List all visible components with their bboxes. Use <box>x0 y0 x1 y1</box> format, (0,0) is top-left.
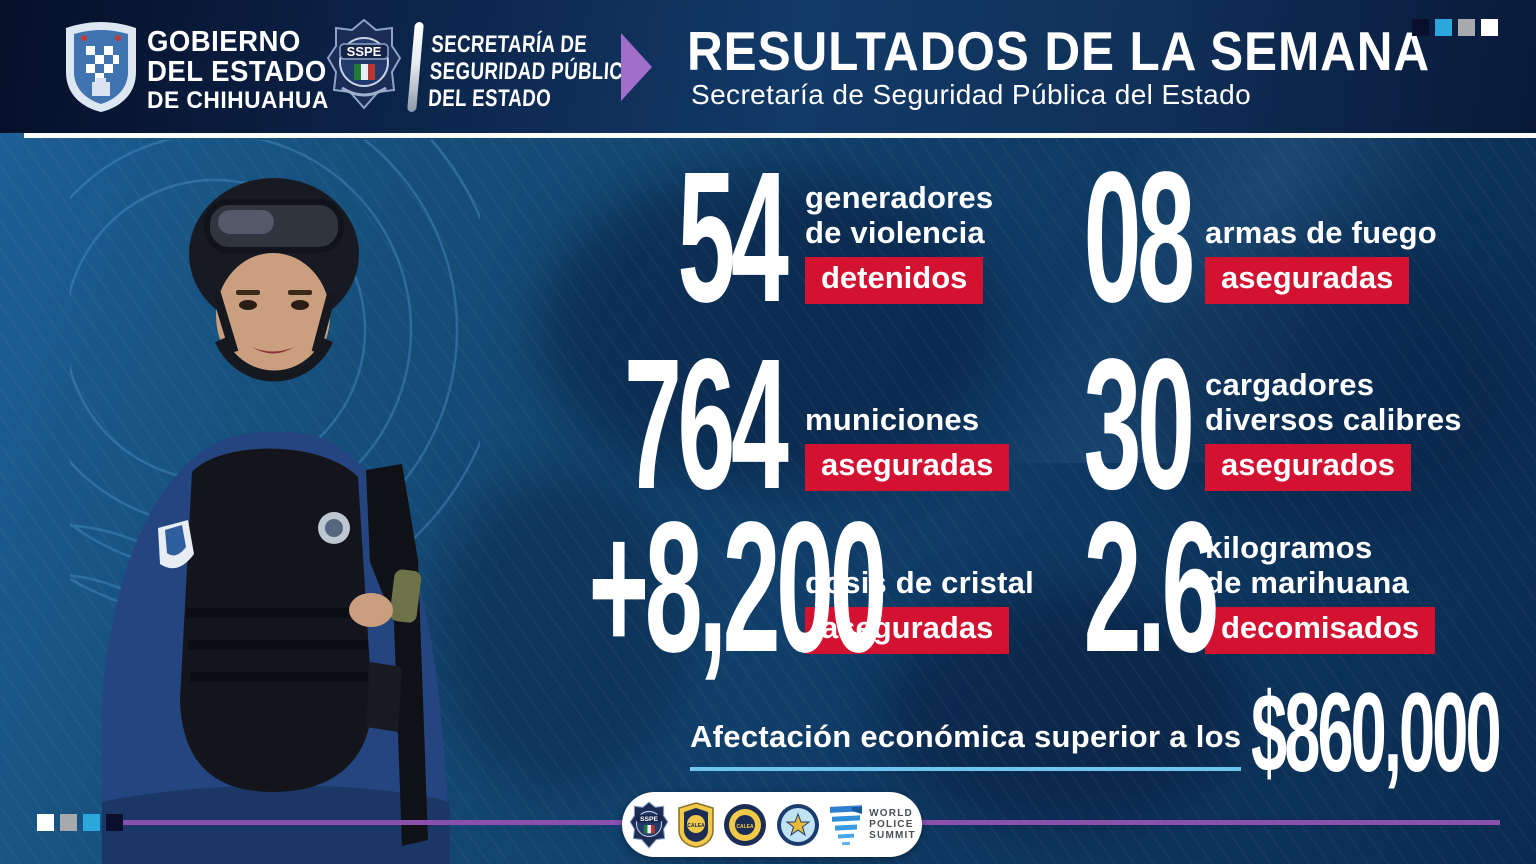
stat-badge: decomisados <box>1205 607 1436 655</box>
wps-line3: SUMMIT <box>869 830 916 841</box>
wps-shield-icon <box>830 804 863 845</box>
square-white <box>1481 19 1498 36</box>
stat-value: 54 <box>677 134 789 341</box>
world-police-summit-logo: WORLD POLICE SUMMIT <box>828 804 916 845</box>
gobierno-line3: DE CHIHUAHUA <box>147 87 329 114</box>
secretaria-line3: DEL ESTADO <box>427 85 552 112</box>
stat-label: kilogramos <box>1205 530 1373 566</box>
secretaria-line1: SECRETARÍA DE <box>430 31 588 58</box>
stat-label: municiones <box>805 402 980 438</box>
secretaria-wordmark: SECRETARÍA DE SEGURIDAD PÚBLICA DEL ESTA… <box>428 31 640 112</box>
stat-municiones: 764 municiones aseguradas <box>430 321 1010 528</box>
stat-label: de marihuana <box>1205 565 1409 601</box>
square-white <box>37 814 54 831</box>
face <box>216 253 330 379</box>
hand <box>349 593 393 627</box>
square-navy <box>106 814 123 831</box>
stat-label: de violencia <box>805 215 985 251</box>
stat-marihuana: 2.6 kilogramos de marihuana decomisados <box>1000 484 1436 691</box>
stat-label: cargadores <box>1205 367 1375 403</box>
accreditation-seal-icon <box>777 803 820 846</box>
stat-dosis: +8,200 dosis de cristal aseguradas <box>430 484 1034 691</box>
calea-text: CALEA <box>737 824 755 830</box>
gobierno-line2: DEL ESTADO <box>147 56 327 88</box>
chin-strap <box>215 337 333 382</box>
stat-value: 764 <box>624 321 789 528</box>
stat-armas: 08 armas de fuego aseguradas <box>1000 134 1437 341</box>
chihuahua-state-shield-icon <box>66 22 136 112</box>
sspe-badge-icon-small: SSPE <box>629 800 669 849</box>
stat-value: 30 <box>1083 321 1195 528</box>
wps-line1: WORLD <box>869 808 913 819</box>
background-photo-shadow <box>430 470 690 790</box>
background-photo-shadow <box>540 170 1000 490</box>
page-subtitle: Secretaría de Seguridad Pública del Esta… <box>691 79 1252 110</box>
stat-badge: asegurados <box>1205 444 1412 492</box>
stat-detenidos: 54 generadores de violencia detenidos <box>430 134 994 341</box>
stat-badge: aseguradas <box>805 444 1010 492</box>
calea-seal-icon: CALEA <box>724 803 767 846</box>
wps-line2: POLICE <box>869 819 914 830</box>
square-cyan <box>83 814 100 831</box>
economic-impact-amount: $860,000 <box>1251 670 1502 795</box>
stat-label: dosis de cristal <box>805 565 1034 601</box>
wps-wordmark: WORLD POLICE SUMMIT <box>869 808 916 841</box>
stat-badge: aseguradas <box>805 607 1010 655</box>
stat-badge: detenidos <box>805 257 984 305</box>
secretaria-line2: SEGURIDAD PÚBLICA <box>429 58 638 85</box>
officer-photo <box>70 140 480 864</box>
square-navy <box>1412 19 1429 36</box>
sspe-badge-text: SSPE <box>347 44 382 59</box>
stat-label: generadores <box>805 180 994 216</box>
stat-label: diversos calibres <box>1205 402 1462 438</box>
header-band <box>0 0 1536 133</box>
sspe-small-text: SSPE <box>640 815 659 822</box>
economic-impact-label: Afectación económica superior a los <box>690 719 1242 771</box>
header-separator-line <box>24 133 1536 138</box>
stat-value: +8,200 <box>588 484 887 691</box>
arrow-right-icon <box>621 33 652 101</box>
calea-shield-icon: CALEA <box>678 801 714 848</box>
stat-value: 08 <box>1083 134 1195 341</box>
calea-text: CALEA <box>688 823 706 829</box>
gobierno-wordmark: GOBIERNO DEL ESTADO DE CHIHUAHUA <box>147 27 329 115</box>
sspe-badge-icon: SSPE <box>326 18 402 110</box>
gobierno-line1: GOBIERNO <box>147 26 301 58</box>
page-title: RESULTADOS DE LA SEMANA <box>687 20 1431 82</box>
stat-badge: aseguradas <box>1205 257 1410 305</box>
footer-logo-pill: SSPE CALEA CALEA <box>622 792 922 857</box>
stat-cargadores: 30 cargadores diversos calibres asegurad… <box>1000 321 1462 528</box>
stat-label: armas de fuego <box>1205 215 1437 251</box>
corner-squares-top-right <box>1412 19 1498 36</box>
stat-value: 2.6 <box>1083 484 1220 691</box>
square-cyan <box>1435 19 1452 36</box>
square-gray <box>1458 19 1475 36</box>
square-gray <box>60 814 77 831</box>
corner-squares-bottom-left <box>37 814 123 831</box>
rifle <box>349 464 428 846</box>
economic-impact: Afectación económica superior a los $860… <box>690 677 1536 788</box>
